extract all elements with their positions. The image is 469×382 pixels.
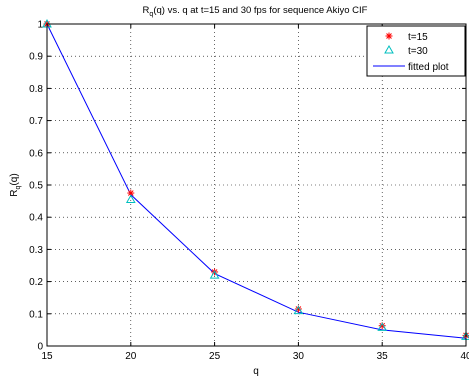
legend-marker-asterisk-icon (385, 32, 393, 40)
y-axis-label-main: R (9, 189, 20, 196)
y-axis-label-rest: (q) (9, 173, 20, 185)
legend-label-t30: t=30 (408, 46, 428, 57)
chart-title-main: R (143, 5, 150, 16)
chart-title-sub: q (149, 11, 153, 18)
legend-asterisk-mark (385, 32, 393, 40)
legend-item-t15: t=15 (385, 32, 428, 43)
legend-triangle-mark (384, 44, 394, 54)
y-axis-label: Rq(q) (9, 173, 22, 196)
legend-box (366, 25, 466, 77)
legend-item-fitted-plot: fitted plot (373, 62, 449, 73)
y-tick-label: 0.1 (29, 309, 43, 320)
x-axis-label: q (253, 366, 259, 377)
grid (47, 24, 466, 346)
data-point-t30 (209, 270, 220, 279)
x-tick-label: 15 (41, 351, 53, 362)
series-layer (42, 18, 469, 340)
y-tick-label: 0.2 (29, 277, 43, 288)
y-tick-label: 0 (37, 342, 43, 353)
legend-item-t30: t=30 (384, 44, 428, 57)
legend-label-t15: t=15 (408, 32, 428, 43)
chart-title: Rq(q) vs. q at t=15 and 30 fps for seque… (143, 5, 368, 18)
y-tick-label: 0.8 (29, 84, 43, 95)
y-tick-label: 0.4 (29, 213, 43, 224)
x-tick-label: 40 (460, 351, 469, 362)
x-tick-label: 35 (377, 351, 389, 362)
y-tick-label: 0.3 (29, 245, 43, 256)
data-point-t30 (125, 194, 136, 203)
x-tick-label: 30 (293, 351, 305, 362)
legend: t=15 t=30 fitted plot (366, 25, 466, 77)
x-tick-label: 25 (209, 351, 221, 362)
x-tick-label: 20 (125, 351, 137, 362)
data-point-t30 (293, 305, 304, 315)
chart-title-rest: (q) vs. q at t=15 and 30 fps for sequenc… (153, 5, 367, 16)
y-tick-label: 0.6 (29, 148, 43, 159)
data-point-t15 (378, 322, 386, 330)
y-tick-label: 0.9 (29, 52, 43, 63)
y-tick-label: 1 (37, 20, 43, 31)
legend-marker-triangle-icon (384, 44, 394, 54)
legend-label-fitted-plot: fitted plot (408, 62, 449, 73)
y-tick-label: 0.5 (29, 181, 43, 192)
data-point-t30 (377, 322, 388, 331)
y-tick-label: 0.7 (29, 116, 43, 127)
y-axis-label-sub: q (15, 185, 22, 189)
series-fitted-plot-line (46, 23, 467, 339)
